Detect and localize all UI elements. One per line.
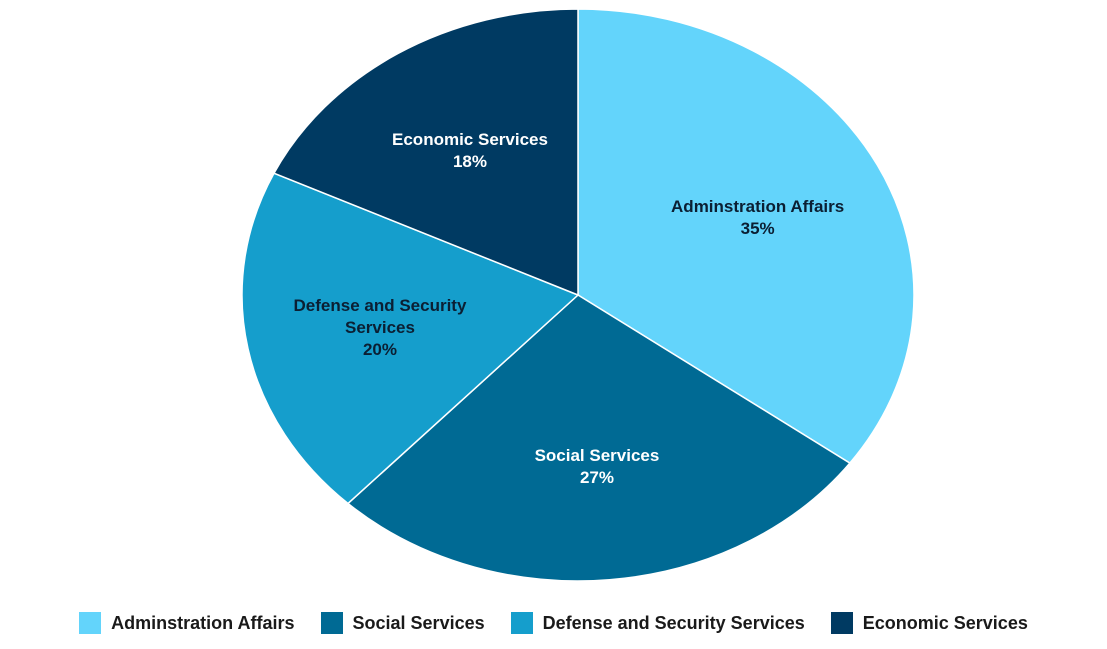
slice-name: Economic Services — [392, 130, 548, 149]
slice-label-adminstration-affairs: Adminstration Affairs 35% — [671, 197, 844, 238]
legend-label: Defense and Security Services — [542, 612, 805, 633]
slice-name: Social Services — [535, 446, 660, 465]
slice-name: Defense and Security — [294, 296, 467, 315]
chart-legend: Adminstration Affairs Social Services Defe… — [0, 603, 1107, 643]
slice-label-defense-and-security-services: Defense and Security Services 20% — [294, 296, 467, 359]
slice-percent: 27% — [580, 468, 614, 487]
legend-label: Social Services — [352, 612, 485, 633]
legend-swatch — [830, 612, 853, 634]
legend-item-social-services: Social Services — [320, 612, 485, 634]
legend-item-economic-services: Economic Services — [830, 612, 1028, 634]
pie-slice-adminstration-affairs — [577, 8, 915, 465]
legend-swatch — [510, 612, 533, 634]
slice-percent: 35% — [741, 219, 775, 238]
slice-name: Services — [345, 318, 415, 337]
slice-name: Adminstration Affairs — [671, 197, 844, 216]
legend-item-adminstration-affairs: Adminstration Affairs — [79, 612, 295, 634]
slice-label-social-services: Social Services 27% — [535, 446, 660, 487]
legend-swatch — [320, 612, 343, 634]
legend-item-defense-and-security-services: Defense and Security Services — [510, 612, 805, 634]
pie-slice-defense-and-security-services — [241, 172, 580, 505]
slice-percent: 20% — [363, 340, 397, 359]
pie-slice-economic-services — [272, 8, 579, 297]
slice-percent: 18% — [453, 152, 487, 171]
pie-chart: Adminstration Affairs 35% Social Services 2… — [241, 8, 915, 582]
pie-slice-social-services — [346, 294, 851, 582]
legend-label: Adminstration Affairs — [111, 612, 295, 633]
slice-label-economic-services: Economic Services 18% — [392, 130, 548, 171]
legend-swatch — [79, 612, 102, 634]
legend-label: Economic Services — [862, 612, 1028, 633]
